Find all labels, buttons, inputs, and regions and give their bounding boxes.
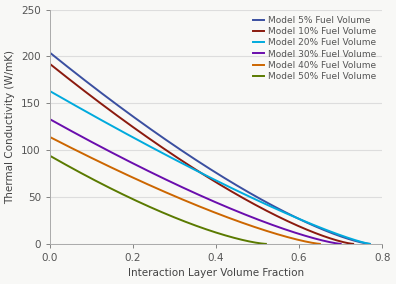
Model 10% Fuel Volume [267, 210, 271, 214]
Model 30% Fuel Volume [230, 208, 235, 211]
Model 20% Fuel Volume [152, 147, 156, 151]
Model 40% Fuel Volume [48, 135, 52, 139]
Model 30% Fuel Volume [142, 168, 147, 171]
Line: Model 20% Fuel Volume: Model 20% Fuel Volume [50, 91, 370, 244]
Line: Model 40% Fuel Volume: Model 40% Fuel Volume [50, 137, 320, 244]
Model 50% Fuel Volume [48, 154, 52, 157]
Y-axis label: Thermal Conductivity (W/mK): Thermal Conductivity (W/mK) [6, 50, 15, 204]
Model 30% Fuel Volume [163, 178, 168, 181]
Line: Model 30% Fuel Volume: Model 30% Fuel Volume [50, 119, 341, 244]
Model 50% Fuel Volume [183, 220, 188, 224]
Model 40% Fuel Volume [135, 178, 140, 181]
Model 5% Fuel Volume [86, 81, 91, 85]
Model 10% Fuel Volume [146, 137, 151, 140]
Line: Model 50% Fuel Volume: Model 50% Fuel Volume [50, 156, 266, 244]
Model 30% Fuel Volume [48, 118, 52, 121]
Model 10% Fuel Volume [168, 151, 172, 154]
Model 5% Fuel Volume [278, 208, 283, 212]
Model 10% Fuel Volume [238, 195, 243, 199]
Model 30% Fuel Volume [257, 218, 262, 222]
Model 20% Fuel Volume [48, 89, 52, 93]
Model 40% Fuel Volume [242, 222, 247, 225]
Line: Model 5% Fuel Volume: Model 5% Fuel Volume [50, 53, 370, 244]
Model 30% Fuel Volume [82, 137, 87, 140]
Model 40% Fuel Volume [80, 152, 85, 155]
Model 30% Fuel Volume [338, 242, 343, 246]
Model 5% Fuel Volume [249, 192, 253, 195]
Model 20% Fuel Volume [278, 209, 283, 213]
Model 5% Fuel Volume [174, 145, 179, 149]
Model 20% Fuel Volume [86, 111, 91, 114]
Model 40% Fuel Volume [318, 242, 322, 246]
Model 5% Fuel Volume [280, 209, 285, 212]
Model 50% Fuel Volume [263, 242, 268, 246]
Model 5% Fuel Volume [367, 242, 372, 246]
X-axis label: Interaction Layer Volume Fraction: Interaction Layer Volume Fraction [128, 268, 304, 278]
Model 20% Fuel Volume [280, 210, 285, 213]
Model 50% Fuel Volume [74, 168, 78, 172]
Model 10% Fuel Volume [268, 211, 273, 214]
Model 5% Fuel Volume [48, 51, 52, 54]
Model 20% Fuel Volume [174, 159, 179, 162]
Model 40% Fuel Volume [244, 222, 249, 226]
Model 20% Fuel Volume [249, 196, 253, 199]
Model 50% Fuel Volume [204, 228, 209, 231]
Model 40% Fuel Volume [154, 187, 159, 190]
Model 30% Fuel Volume [259, 219, 264, 222]
Legend: Model 5% Fuel Volume, Model 10% Fuel Volume, Model 20% Fuel Volume, Model 30% Fu: Model 5% Fuel Volume, Model 10% Fuel Vol… [251, 14, 378, 83]
Model 50% Fuel Volume [118, 191, 123, 195]
Model 10% Fuel Volume [48, 62, 52, 66]
Model 10% Fuel Volume [351, 242, 356, 246]
Model 10% Fuel Volume [84, 91, 89, 94]
Model 50% Fuel Volume [204, 227, 208, 231]
Model 40% Fuel Volume [217, 213, 222, 216]
Model 5% Fuel Volume [152, 130, 156, 133]
Line: Model 10% Fuel Volume: Model 10% Fuel Volume [50, 64, 353, 244]
Model 50% Fuel Volume [133, 199, 138, 202]
Model 20% Fuel Volume [367, 242, 372, 246]
